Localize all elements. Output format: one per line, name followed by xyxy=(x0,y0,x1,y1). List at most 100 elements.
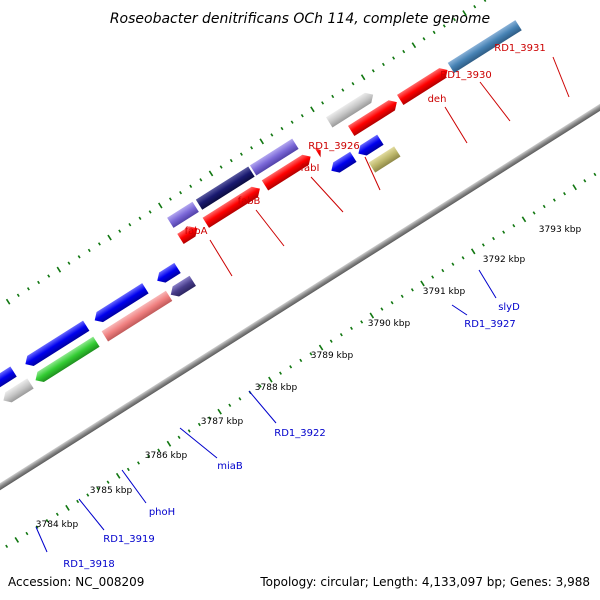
tick-dot xyxy=(360,320,364,324)
forward-gene-labels: fabA fabB fabI RD1_3926 deh RD1_3930 RD1_3931 xyxy=(185,43,546,237)
tick-dot xyxy=(238,397,242,401)
tick-dot xyxy=(521,216,527,223)
tick-dot xyxy=(310,106,315,113)
kbp-tick-labels: 3784 kbp 3785 kbp 3786 kbp 3787 kbp 3788 kbp… xyxy=(36,225,582,530)
tick-dot xyxy=(502,230,506,234)
tick-dot xyxy=(369,312,375,319)
tick-dot xyxy=(219,165,223,169)
kbp-tick-label: 3789 kbp xyxy=(311,351,354,361)
label-leader xyxy=(451,304,468,316)
tick-dot xyxy=(290,120,294,124)
gene-rd1-3931 xyxy=(447,20,522,73)
kbp-tick-label: 3784 kbp xyxy=(36,520,79,530)
tick-dot xyxy=(250,146,254,150)
gene-label: RD1_3926 xyxy=(308,141,359,152)
tick-dot xyxy=(37,280,41,285)
tick-dot xyxy=(77,255,81,259)
tick-dot xyxy=(107,234,112,241)
gene-deh xyxy=(347,100,397,137)
tick-dot xyxy=(442,24,446,28)
gene-rd1-3919 xyxy=(3,378,34,403)
gene-rd1-3930 xyxy=(397,68,448,106)
tick-dot xyxy=(157,448,161,452)
tick-dot xyxy=(321,101,325,105)
tick-dot xyxy=(106,480,110,484)
tick-dot xyxy=(483,0,487,3)
tick-dot xyxy=(299,358,303,363)
tick-dot xyxy=(47,274,51,278)
label-leader xyxy=(78,498,105,531)
kbp-tick-label: 3788 kbp xyxy=(255,383,298,393)
gene-miab xyxy=(101,290,173,342)
gene-label: deh xyxy=(428,94,447,105)
tick-dot-rows xyxy=(5,0,597,549)
gene-label: slyD xyxy=(498,302,520,313)
tick-dot xyxy=(137,461,140,465)
tick-dot xyxy=(402,49,406,54)
track-frame xyxy=(0,0,600,549)
gene-label: fabA xyxy=(185,226,208,237)
tick-dot xyxy=(259,138,264,145)
tick-dot xyxy=(289,365,293,369)
gene-blue-a xyxy=(358,134,384,156)
tick-dot xyxy=(5,544,9,549)
gene-label: fabI xyxy=(301,163,320,174)
tick-dot xyxy=(128,223,132,227)
tick-dot xyxy=(67,261,71,265)
gene-rd1-3926 xyxy=(314,147,321,158)
gene-label: RD1_3931 xyxy=(494,43,545,54)
gene-lavender-1 xyxy=(249,138,299,176)
tick-dot xyxy=(300,114,304,118)
tick-dot xyxy=(177,435,181,440)
gene-lavender-2 xyxy=(167,201,199,228)
kbp-tick-label: 3785 kbp xyxy=(90,486,133,496)
tick-dot xyxy=(309,352,313,356)
tick-dot xyxy=(492,236,495,241)
tick-dot xyxy=(593,172,597,177)
tick-dot xyxy=(270,133,274,137)
tick-dot xyxy=(76,499,80,504)
tick-dot xyxy=(360,74,366,81)
tick-dot xyxy=(318,344,324,351)
tick-dot xyxy=(55,512,59,516)
tick-dot xyxy=(208,170,214,177)
topology-summary: Topology: circular; Length: 4,133,097 bp… xyxy=(259,575,590,589)
tick-dot xyxy=(512,224,516,228)
reverse-gene-labels: RD1_3918 RD1_3919 phoH miaB RD1_3922 RD1_3927… xyxy=(63,302,520,570)
tick-dot xyxy=(138,216,142,221)
gene-blue-f xyxy=(0,366,17,390)
gene-rd1-3922 xyxy=(170,275,196,297)
tick-dot xyxy=(420,280,425,287)
gene-blue-e xyxy=(25,320,90,366)
label-leader xyxy=(248,390,277,424)
gene-faba xyxy=(177,226,198,244)
label-leader xyxy=(552,56,570,98)
tick-dot xyxy=(86,493,90,497)
tick-dot xyxy=(35,525,39,529)
tick-dot xyxy=(268,376,273,383)
gene-blue-b xyxy=(331,151,357,173)
accession-text: Accession: NC_008209 xyxy=(8,575,144,589)
gene-label: RD1_3918 xyxy=(63,559,114,570)
tick-dot xyxy=(115,472,121,479)
tick-dot xyxy=(217,408,222,415)
tick-dot xyxy=(258,384,262,388)
tick-dot xyxy=(166,440,172,447)
label-leaders xyxy=(35,56,570,553)
tick-dot xyxy=(279,371,282,375)
tick-dot xyxy=(380,307,384,311)
tick-dot xyxy=(26,287,30,291)
kbp-tick-label: 3793 kbp xyxy=(539,225,582,235)
tick-dot xyxy=(148,210,152,214)
tick-dot xyxy=(179,190,183,195)
tick-dot xyxy=(470,248,476,255)
label-leader xyxy=(364,156,381,191)
tick-dot xyxy=(239,152,243,156)
tick-dot xyxy=(331,94,335,99)
tick-dot xyxy=(187,429,191,433)
tick-dot xyxy=(189,184,193,188)
tick-dot xyxy=(473,5,477,9)
tick-dot xyxy=(532,211,536,215)
tick-dot xyxy=(381,62,385,67)
tick-dot xyxy=(422,37,426,41)
